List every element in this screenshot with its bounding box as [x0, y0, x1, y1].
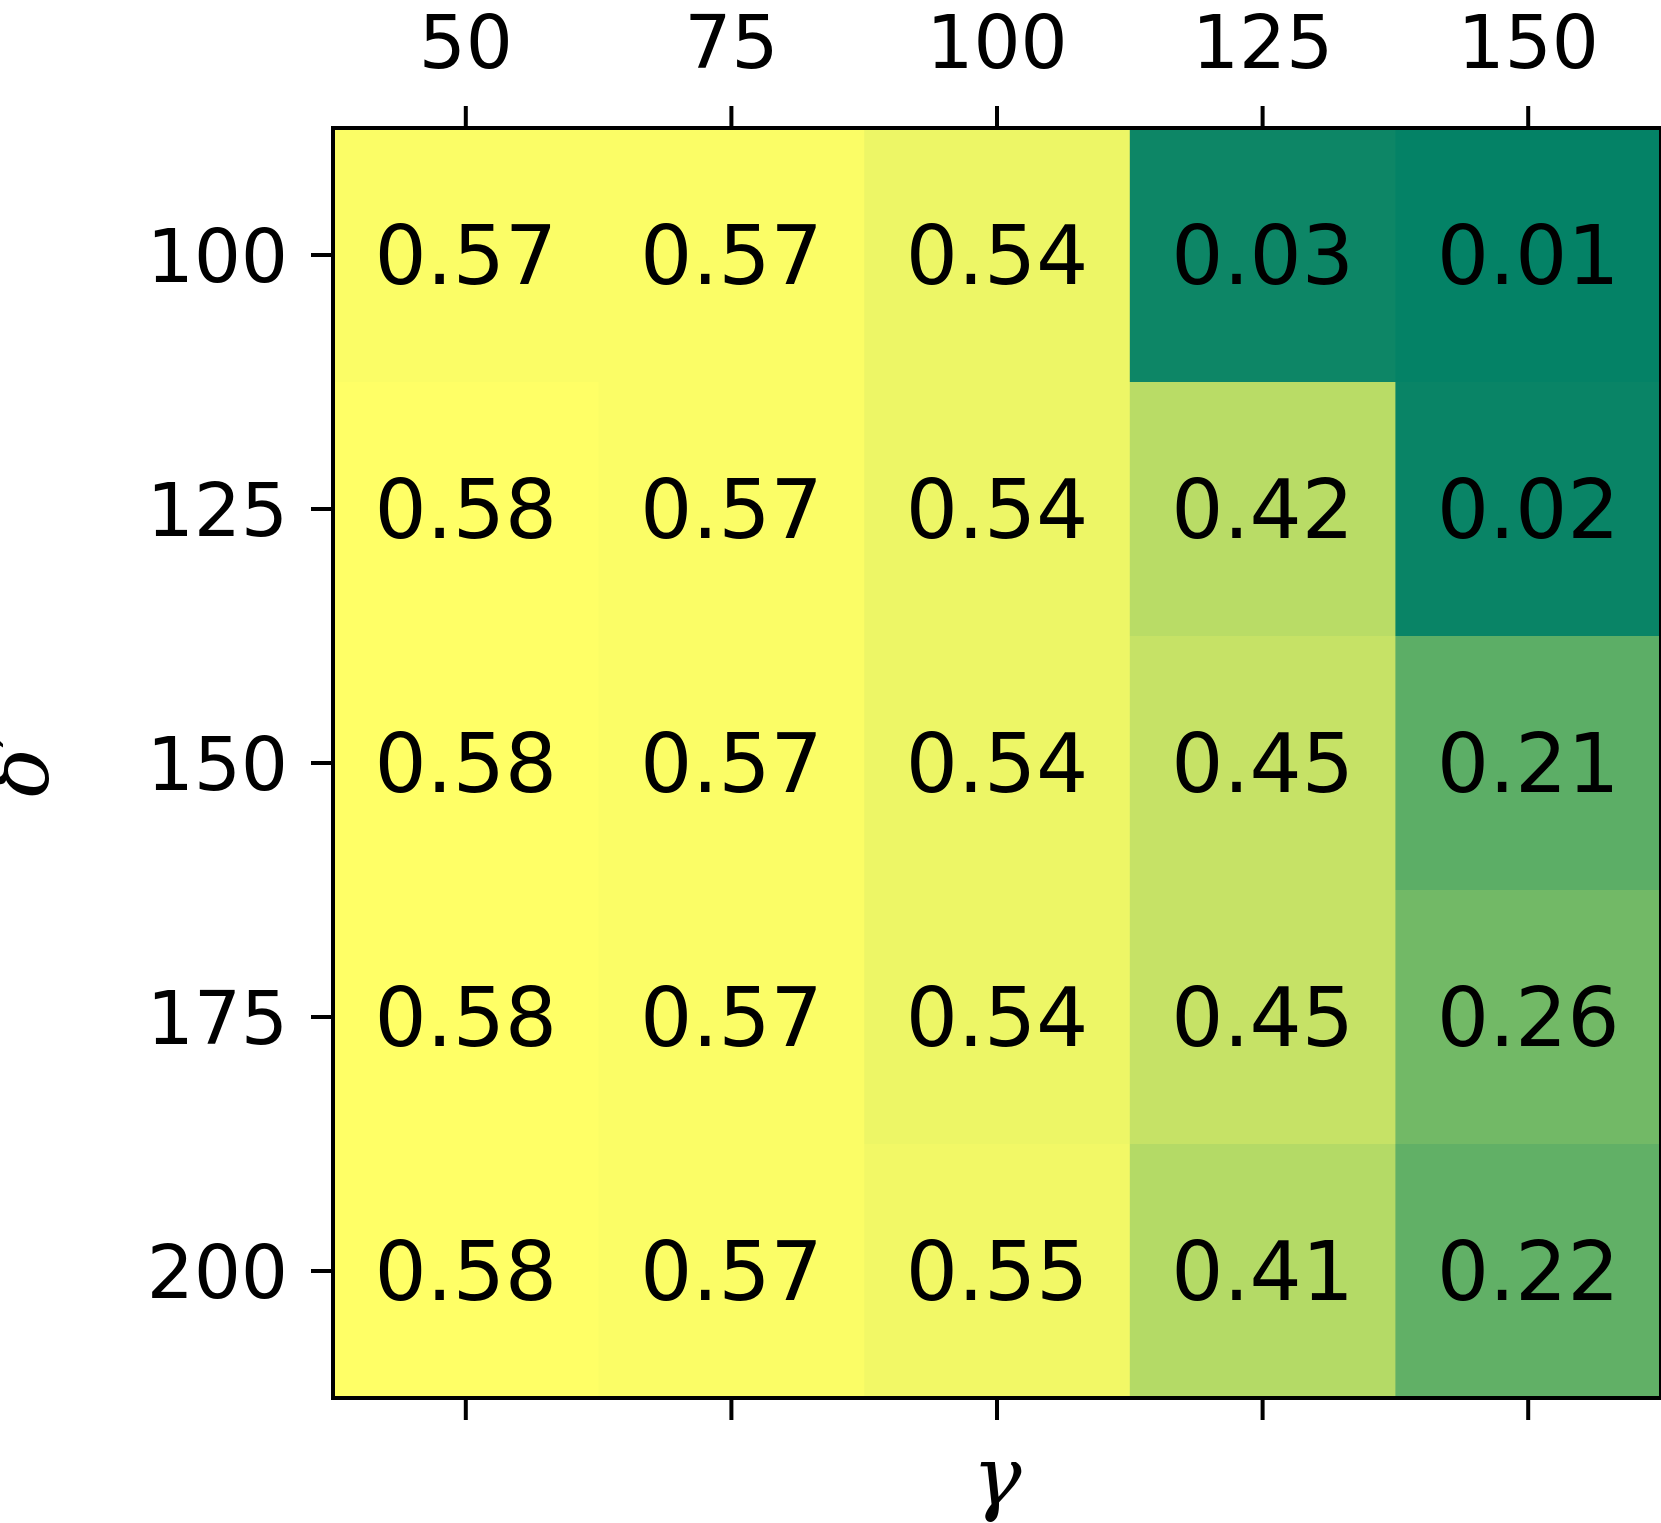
heatmap-cell: [333, 636, 600, 891]
cell-value-label: 0.22: [1437, 1225, 1620, 1320]
heatmap-cell: [1129, 1144, 1396, 1399]
cell-value-label: 0.57: [640, 717, 823, 812]
heatmap-cell: [598, 128, 865, 383]
y-tick-label: 150: [147, 722, 288, 808]
cell-value-label: 0.41: [1171, 1225, 1354, 1320]
cell-value-label: 0.57: [640, 463, 823, 558]
cell-value-label: 0.54: [906, 717, 1089, 812]
cell-value-label: 0.58: [375, 971, 558, 1066]
cell-value-label: 0.54: [906, 463, 1089, 558]
heatmap-cell: [864, 636, 1131, 891]
cell-value-label: 0.02: [1437, 463, 1620, 558]
cell-value-label: 0.58: [375, 717, 558, 812]
heatmap-cell: [1395, 1144, 1661, 1399]
y-axis-label: δ′: [0, 729, 68, 797]
y-tick-label: 100: [147, 214, 288, 300]
heatmap-cell: [598, 636, 865, 891]
cell-value-label: 0.58: [375, 463, 558, 558]
heatmap-cell: [598, 1144, 865, 1399]
x-tick-label: 150: [1458, 0, 1599, 86]
cell-value-label: 0.57: [375, 209, 558, 304]
x-tick-label: 100: [926, 0, 1067, 86]
cell-value-label: 0.57: [640, 971, 823, 1066]
heatmap-cell: [1395, 382, 1661, 637]
heatmap-cell: [1129, 128, 1396, 383]
heatmap-cell: [1129, 382, 1396, 637]
cell-value-label: 0.45: [1171, 717, 1354, 812]
heatmap-cell: [1129, 890, 1396, 1145]
heatmap-cell: [864, 890, 1131, 1145]
heatmap-cell: [864, 1144, 1131, 1399]
y-axis-ticks: 100 125 150 175 200: [147, 214, 333, 1316]
cell-value-label: 0.42: [1171, 463, 1354, 558]
x-axis-label: γ: [972, 1430, 1022, 1523]
cell-value-label: 0.55: [906, 1225, 1089, 1320]
cell-value-label: 0.57: [640, 209, 823, 304]
heatmap-cell: [333, 382, 600, 637]
x-tick-label: 50: [419, 0, 513, 86]
heatmap-cell: [598, 382, 865, 637]
cell-value-label: 0.45: [1171, 971, 1354, 1066]
x-axis-bottom-ticks: [463, 1398, 1531, 1420]
cell-value-label: 0.57: [640, 1225, 823, 1320]
heatmap-cell: [1129, 636, 1396, 891]
heatmap-cell: [333, 128, 600, 383]
heatmap-cells: [333, 128, 1661, 1399]
x-tick-label: 75: [684, 0, 778, 86]
heatmap-cell: [1395, 128, 1661, 383]
heatmap-cell: [333, 1144, 600, 1399]
cell-value-label: 0.54: [906, 971, 1089, 1066]
cell-value-label: 0.03: [1171, 209, 1354, 304]
heatmap-cell: [333, 890, 600, 1145]
heatmap-cell: [864, 128, 1131, 383]
cell-value-label: 0.21: [1437, 717, 1620, 812]
cell-value-labels: 0.57 0.57 0.54 0.03 0.01 0.58 0.57 0.54 0.42 0.02…: [375, 209, 1620, 1320]
heatmap-cell: [864, 382, 1131, 637]
y-tick-label: 175: [147, 976, 288, 1062]
y-tick-label: 125: [147, 468, 288, 554]
cell-value-label: 0.26: [1437, 971, 1620, 1066]
x-axis-top-ticks: 50 75 100 125 150: [419, 0, 1599, 128]
heatmap-cell: [1395, 890, 1661, 1145]
cell-value-label: 0.01: [1437, 209, 1620, 304]
heatmap-cell: [598, 890, 865, 1145]
cell-value-label: 0.54: [906, 209, 1089, 304]
x-tick-label: 125: [1192, 0, 1333, 86]
cell-value-label: 0.58: [375, 1225, 558, 1320]
heatmap-cell: [1395, 636, 1661, 891]
y-tick-label: 200: [147, 1230, 288, 1316]
